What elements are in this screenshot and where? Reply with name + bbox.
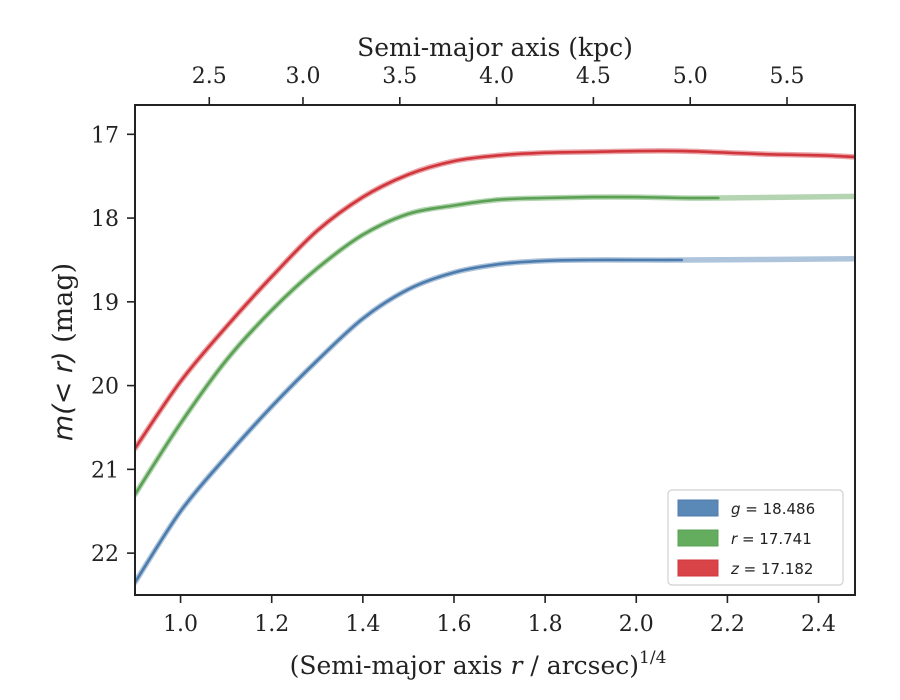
x-axis-label: (Semi-major axis r / arcsec)1/4 xyxy=(290,648,667,680)
series-r-model-band xyxy=(135,193,855,498)
top-x-tick-label: 5.5 xyxy=(770,64,805,89)
top-x-tick-label: 4.5 xyxy=(576,64,611,89)
x-tick-label: 1.8 xyxy=(528,612,563,637)
y-axis-label: m(< r) (mag) xyxy=(48,263,79,441)
series-g xyxy=(135,256,855,586)
x-tick-label: 1.2 xyxy=(254,612,289,637)
legend-eq-g: = xyxy=(741,500,763,518)
y-tick-label: 22 xyxy=(91,542,119,567)
top-x-tick-label: 4.0 xyxy=(479,64,514,89)
y-axis-label-unit: (mag) xyxy=(48,263,79,352)
y-tick-label: 21 xyxy=(91,458,119,483)
x-tick-label: 1.0 xyxy=(163,612,198,637)
legend-value-z: 17.182 xyxy=(761,560,814,578)
x-axis-label-suffix: / arcsec) xyxy=(522,651,639,680)
ticks-layer: 1.0 1.2 1.4 1.6 1.8 2.0 2.2 2.4 17 18 19 20 21 22 2.5 3… xyxy=(91,64,836,637)
top-axis-label: Semi-major axis (kpc) xyxy=(357,33,633,62)
legend-label-r: r = 17.741 xyxy=(731,530,812,548)
plot-layer xyxy=(135,148,855,586)
legend-swatch-g xyxy=(677,499,719,517)
y-tick-label: 19 xyxy=(91,291,119,316)
x-tick-label: 2.2 xyxy=(710,612,745,637)
series-g-line xyxy=(135,258,684,584)
legend-label-z: z = 17.182 xyxy=(730,560,813,578)
x-axis-label-var: r xyxy=(511,651,525,680)
x-axis-label-exponent: 1/4 xyxy=(639,648,666,668)
y-axis-label-var: m xyxy=(48,415,79,441)
series-z-line xyxy=(135,149,855,450)
x-axis-label-prefix: (Semi-major axis xyxy=(290,651,511,680)
x-tick-label: 2.0 xyxy=(619,612,654,637)
legend-swatch-r xyxy=(677,529,719,547)
x-tick-label: 1.4 xyxy=(345,612,380,637)
top-x-tick-label: 2.5 xyxy=(192,64,227,89)
legend-var-r: r xyxy=(731,530,738,548)
legend-eq-r: = xyxy=(737,530,759,548)
y-axis-label-arg: (< r) xyxy=(48,351,79,414)
y-tick-label: 17 xyxy=(91,123,119,148)
legend-value-r: 17.741 xyxy=(759,530,812,548)
series-r-line xyxy=(135,195,720,496)
top-x-tick-label: 5.0 xyxy=(673,64,708,89)
top-x-tick-label: 3.5 xyxy=(382,64,417,89)
legend: g = 18.486 r = 17.741 z = 17.182 xyxy=(667,489,844,586)
plot-frame xyxy=(134,104,856,596)
legend-var-g: g xyxy=(731,500,741,518)
legend-eq-z: = xyxy=(739,560,761,578)
series-z xyxy=(135,148,855,452)
y-tick-label: 18 xyxy=(91,207,119,232)
x-tick-label: 1.6 xyxy=(436,612,471,637)
legend-value-g: 18.486 xyxy=(763,500,816,518)
legend-label-g: g = 18.486 xyxy=(731,500,815,518)
legend-swatch-z xyxy=(677,559,719,577)
legend-var-z: z xyxy=(730,560,740,578)
y-tick-label: 20 xyxy=(91,375,119,400)
top-x-tick-label: 3.0 xyxy=(285,64,320,89)
series-r xyxy=(135,193,855,498)
x-tick-label: 2.4 xyxy=(801,612,836,637)
